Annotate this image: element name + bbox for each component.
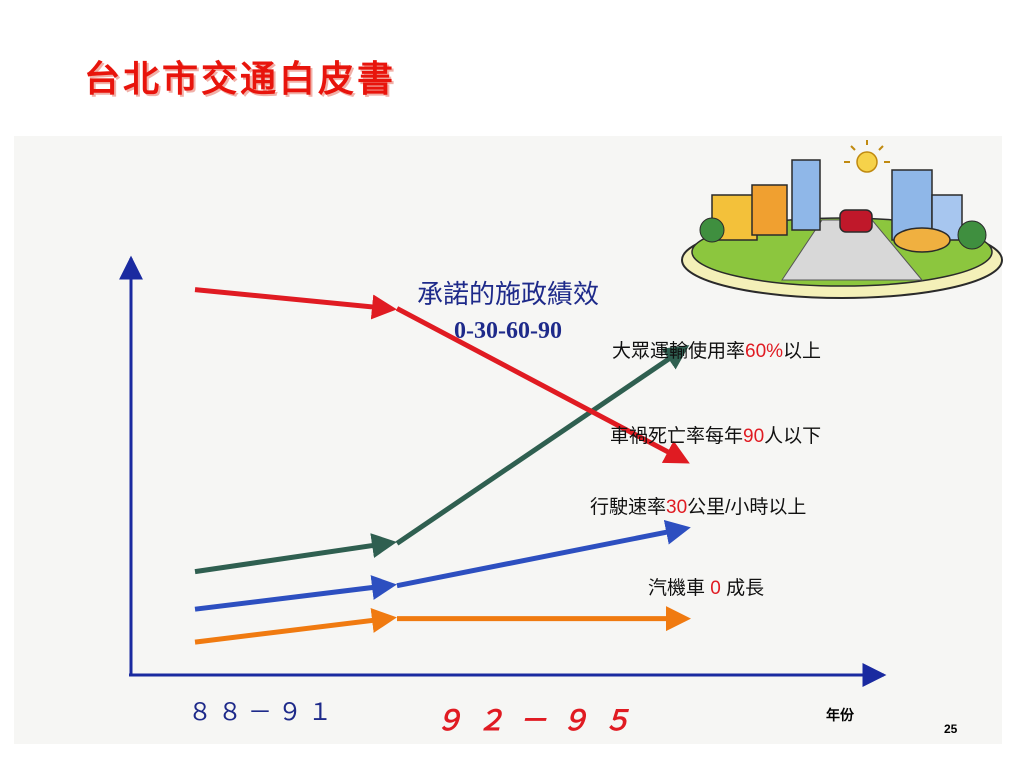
series-3-segment-2 bbox=[396, 519, 691, 589]
city-illustration bbox=[681, 140, 1003, 299]
series-1-label-part-1: 大眾運輸使用率 bbox=[612, 340, 745, 362]
series-layer bbox=[194, 287, 691, 645]
x-period-label-1: ８８－９１ bbox=[188, 698, 338, 726]
series-1-label-part-3: 以上 bbox=[783, 340, 821, 362]
series-3-label-part-1: 行駛速率 bbox=[590, 496, 666, 518]
series-3-label-part-2: 30 bbox=[666, 497, 687, 518]
page-number: 25 bbox=[944, 722, 958, 736]
x-axis-label: 年份 bbox=[826, 707, 855, 724]
chart-subtitle: 0-30-60-90 bbox=[454, 318, 562, 344]
series-4-segment-1 bbox=[194, 608, 397, 645]
series-1-segment-1 bbox=[194, 533, 397, 575]
series-4-label: 汽機車 0 成長 bbox=[648, 577, 764, 599]
series-4-label-part-2: 0 bbox=[710, 578, 721, 599]
series-1-segment-2 bbox=[395, 345, 690, 546]
series-3-segment-1 bbox=[194, 575, 397, 612]
series-3-label-part-3: 公里/小時以上 bbox=[687, 496, 806, 518]
series-2-label-part-2: 90 bbox=[743, 426, 764, 447]
series-2-segment-2 bbox=[395, 306, 690, 464]
series-3-label: 行駛速率30公里/小時以上 bbox=[590, 496, 806, 518]
series-2-segment-1 bbox=[194, 287, 397, 320]
x-period-label-2: ９２－９５ bbox=[435, 704, 645, 737]
series-4-label-part-1: 汽機車 bbox=[648, 577, 710, 599]
series-1-label-part-2: 60% bbox=[745, 341, 783, 362]
slide-title: 台北市交通白皮書 bbox=[84, 58, 397, 100]
series-2-label-part-1: 車禍死亡率每年 bbox=[610, 425, 743, 447]
series-2-label: 車禍死亡率每年90人以下 bbox=[610, 425, 821, 447]
series-2-label-part-3: 人以下 bbox=[764, 425, 821, 447]
label-layer: 大眾運輸使用率60%以上車禍死亡率每年90人以下行駛速率30公里/小時以上汽機車… bbox=[590, 340, 821, 599]
series-1-label: 大眾運輸使用率60%以上 bbox=[612, 340, 821, 362]
series-4-label-part-3: 成長 bbox=[721, 577, 764, 599]
chart-title: 承諾的施政績效 bbox=[417, 279, 599, 309]
